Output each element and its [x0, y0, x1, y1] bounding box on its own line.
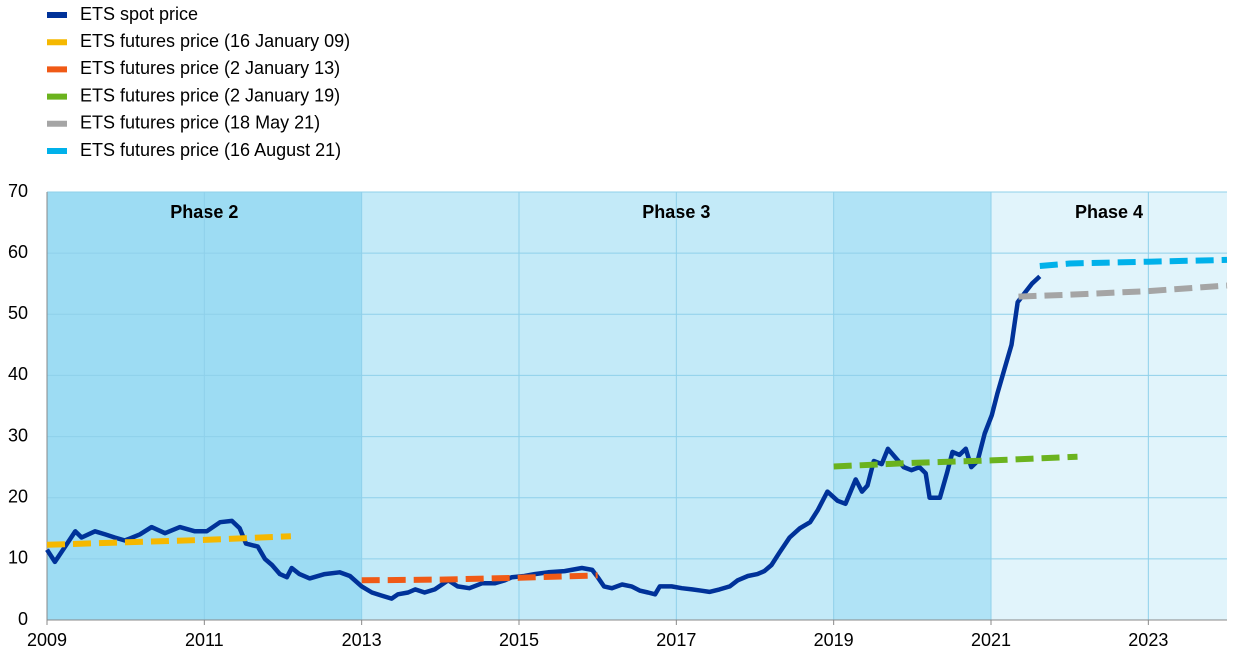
phase-band — [991, 192, 1227, 620]
x-tick-label: 2017 — [656, 630, 696, 650]
legend-label: ETS futures price (2 January 13) — [80, 58, 340, 78]
y-tick-label: 30 — [8, 425, 28, 445]
x-tick-label: 2013 — [342, 630, 382, 650]
futures-line — [1018, 282, 1228, 300]
legend-label: ETS futures price (2 January 19) — [80, 85, 340, 105]
futures-line — [1039, 256, 1228, 269]
y-tick-label: 50 — [8, 303, 28, 323]
y-tick-label: 70 — [8, 181, 28, 201]
x-tick-label: 2015 — [499, 630, 539, 650]
x-tick-label: 2019 — [814, 630, 854, 650]
y-tick-label: 40 — [8, 364, 28, 384]
legend-label: ETS futures price (18 May 21) — [80, 113, 320, 133]
futures-line — [833, 453, 1078, 470]
spot-line — [45, 274, 1042, 601]
legend-label: ETS futures price (16 August 21) — [80, 140, 341, 160]
y-tick-label: 60 — [8, 242, 28, 262]
legend-label: ETS spot price — [80, 4, 198, 24]
y-tick-label: 0 — [18, 609, 28, 629]
legend-label: ETS futures price (16 January 09) — [80, 31, 350, 51]
phase-band — [833, 192, 991, 620]
y-tick-label: 10 — [8, 548, 28, 568]
y-tick-label: 20 — [8, 486, 28, 506]
futures-line — [46, 533, 292, 548]
x-tick-label: 2011 — [185, 630, 224, 650]
phase-label: Phase 4 — [1075, 202, 1143, 222]
futures-line — [361, 572, 598, 584]
x-tick-label: 2009 — [27, 630, 67, 650]
x-tick-label: 2021 — [971, 630, 1011, 650]
x-tick-label: 2023 — [1128, 630, 1168, 650]
